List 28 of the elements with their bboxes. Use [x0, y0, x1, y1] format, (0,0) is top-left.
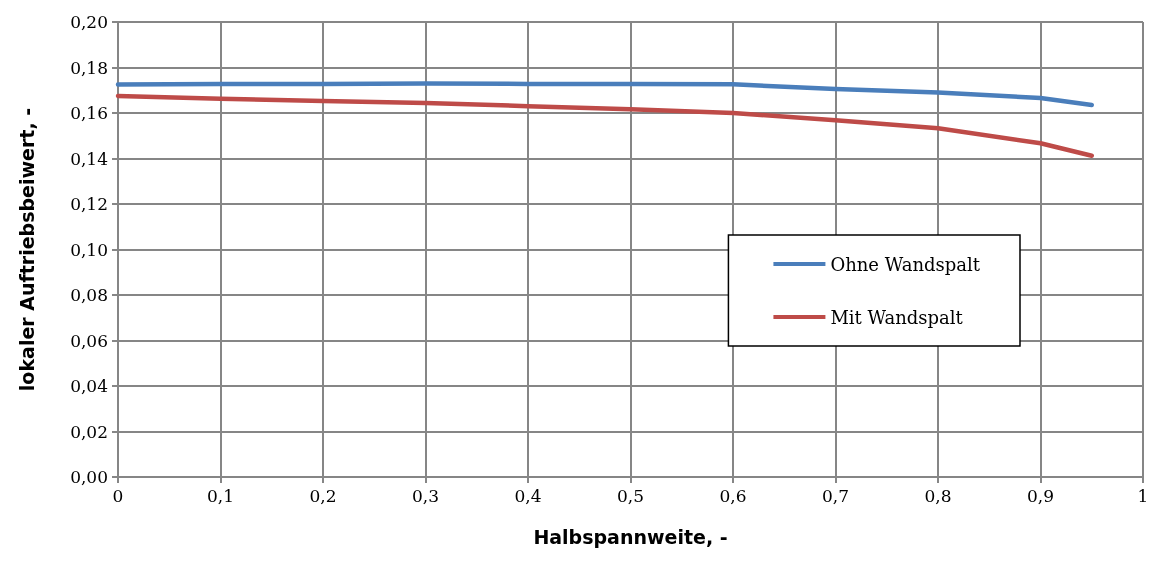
x-tick-label: 0,9 [1026, 485, 1055, 506]
x-tick-label: 0,6 [719, 485, 747, 506]
x-tick-label: 0,2 [309, 485, 337, 506]
y-tick-label: 0,08 [70, 285, 108, 305]
x-tick-label: 0,1 [206, 485, 235, 506]
y-tick-label: 0,20 [70, 12, 108, 32]
y-tick-label: 0,10 [70, 239, 108, 260]
y-tick-label: 0,12 [70, 194, 108, 214]
y-axis-title: lokaler Auftriebsbeiwert, - [15, 107, 38, 392]
y-tick-label: 0,18 [70, 57, 108, 78]
x-tick-label: 1 [1137, 485, 1149, 506]
y-tick-label: 0,14 [70, 148, 108, 169]
y-tick-label: 0,00 [70, 467, 108, 487]
x-tick-label: 0,8 [924, 485, 952, 506]
line-series [115, 81, 1094, 108]
legend-label: Ohne Wandspalt [830, 253, 981, 275]
x-tick-label: 0,3 [411, 485, 440, 506]
line-series [115, 93, 1094, 159]
x-tick-label: 0 [112, 485, 124, 506]
y-tick-label: 0,04 [70, 376, 108, 396]
x-tick-label: 0,7 [821, 485, 850, 506]
legend-label: Mit Wandspalt [830, 306, 964, 328]
y-tick-label: 0,06 [70, 330, 108, 351]
x-tick-label: 0,5 [616, 485, 645, 506]
y-tick-label: 0,16 [70, 103, 108, 123]
x-axis-title: Halbspannweite, - [533, 525, 728, 548]
x-tick-label: 0,4 [514, 485, 542, 506]
y-tick-label: 0,02 [70, 421, 108, 442]
